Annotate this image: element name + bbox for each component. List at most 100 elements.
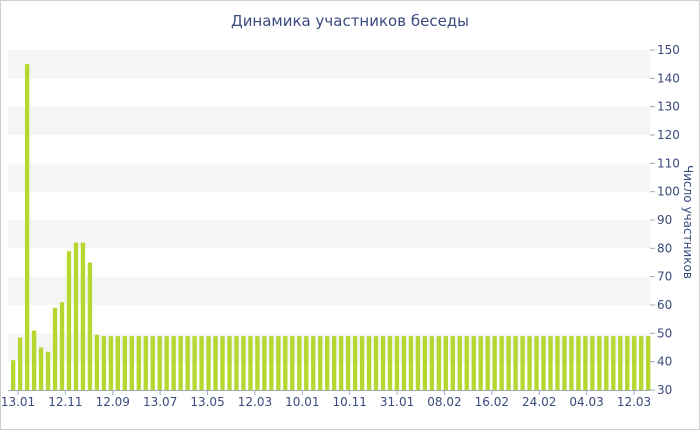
x-tick-label: 13.01: [1, 395, 35, 409]
bar: [304, 336, 309, 390]
bar: [457, 336, 462, 390]
bar: [45, 351, 51, 390]
bar: [520, 336, 525, 390]
x-tick-label: 08.02: [427, 395, 461, 409]
bar: [213, 336, 218, 390]
bar: [108, 336, 114, 390]
bar: [297, 336, 302, 390]
grid-band: [8, 78, 650, 107]
bar: [234, 336, 239, 390]
grid-band: [8, 135, 650, 164]
bar: [359, 336, 365, 390]
bar: [366, 336, 372, 390]
bar: [178, 336, 183, 390]
bar: [66, 251, 72, 390]
bar: [625, 336, 630, 390]
y-tick-label: 50: [657, 326, 672, 340]
y-axis-ticks: 30 40 50 60 70 80 90 100 110 120 130 140 150: [650, 43, 680, 397]
x-tick-label: 04.03: [569, 395, 603, 409]
bar: [101, 336, 107, 390]
x-tick-label: 12.03: [238, 395, 272, 409]
bar: [157, 336, 162, 390]
x-tick-label: 10.01: [285, 395, 319, 409]
bar: [387, 336, 393, 390]
bar: [59, 302, 65, 390]
x-axis-ticks: 13.01 12.11 12.09 13.07 13.05 12.03 10.01 10.11…: [1, 390, 651, 409]
grid-band: [8, 50, 650, 79]
y-tick-label: 80: [657, 241, 672, 255]
bar: [338, 336, 344, 390]
bar: [220, 336, 225, 390]
bar: [24, 64, 30, 391]
bar: [283, 336, 288, 390]
bar: [506, 336, 511, 390]
bar: [555, 336, 560, 390]
bar: [276, 336, 281, 390]
bar: [618, 336, 623, 390]
grid-band: [8, 248, 650, 277]
bar: [206, 336, 211, 390]
bar: [31, 330, 37, 390]
bar: [345, 336, 351, 390]
bar: [471, 336, 476, 390]
bar: [38, 347, 44, 390]
grid-band: [8, 191, 650, 220]
bar: [422, 336, 428, 390]
y-tick-label: 120: [657, 128, 680, 142]
x-tick-label: 13.07: [143, 395, 177, 409]
bar: [597, 336, 602, 390]
x-tick-label: 10.11: [333, 395, 367, 409]
bar: [380, 336, 386, 390]
bar: [576, 336, 581, 390]
bar: [129, 336, 134, 390]
bar: [562, 336, 567, 390]
bar: [80, 242, 86, 390]
bar: [534, 336, 539, 390]
bar: [408, 336, 414, 390]
bar: [332, 336, 337, 390]
bar: [352, 336, 358, 390]
y-tick-label: 30: [657, 383, 672, 397]
bar: [325, 336, 330, 390]
y-tick-label: 90: [657, 213, 672, 227]
bar: [394, 336, 400, 390]
bar: [499, 336, 504, 390]
bar: [318, 336, 323, 390]
grid-band: [8, 220, 650, 249]
bars: [11, 64, 651, 391]
bar: [583, 336, 588, 390]
grid-band: [8, 276, 650, 305]
y-tick-label: 40: [657, 355, 672, 369]
bar: [415, 336, 421, 390]
bar: [373, 336, 379, 390]
y-tick-label: 140: [657, 71, 680, 85]
x-tick-label: 12.11: [48, 395, 82, 409]
bar: [199, 336, 204, 390]
bar: [290, 336, 295, 390]
y-tick-label: 100: [657, 185, 680, 199]
bar: [136, 336, 141, 390]
bar: [17, 337, 23, 390]
bar: [87, 262, 93, 390]
bar: [464, 336, 469, 390]
bar: [150, 336, 155, 390]
bar: [52, 307, 58, 390]
grid-band: [8, 163, 650, 192]
bar: [436, 336, 441, 390]
bar: [604, 336, 609, 390]
x-tick-label: 13.05: [190, 395, 224, 409]
grid-band: [8, 106, 650, 135]
y-tick-label: 110: [657, 156, 680, 170]
chart-title: Динамика участников беседы: [230, 12, 470, 30]
bar: [185, 336, 190, 390]
bar: [639, 336, 644, 390]
bar: [255, 336, 260, 390]
bar: [311, 336, 316, 390]
x-tick-label: 16.02: [475, 395, 509, 409]
bar: [227, 336, 232, 390]
y-tick-label: 60: [657, 298, 672, 312]
bar: [569, 336, 574, 390]
bar: [590, 336, 595, 390]
bar: [73, 242, 79, 390]
bar: [262, 336, 267, 390]
